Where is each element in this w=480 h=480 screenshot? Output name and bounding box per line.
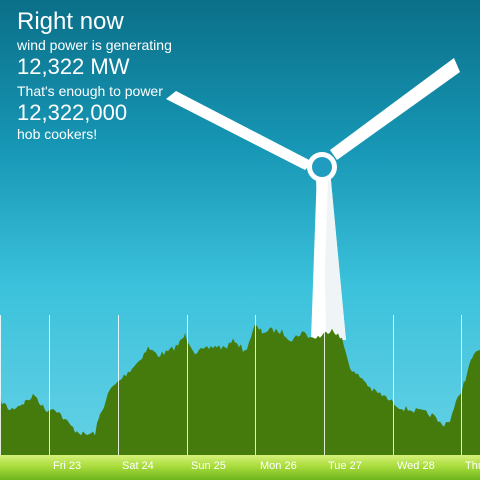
appliance-count: 12,322,000 <box>17 100 128 125</box>
turbine-blade-left <box>166 91 313 170</box>
day-label-tue: Tue 27 <box>328 460 362 472</box>
turbine-tower-shade <box>323 170 346 340</box>
day-label-thu: Thu <box>465 460 480 472</box>
ground-strip <box>0 455 480 480</box>
turbine-rotor <box>166 58 460 320</box>
turbine-blade-down <box>316 180 328 320</box>
day-label-sat: Sat 24 <box>122 460 154 472</box>
turbine-hub-inner <box>312 157 332 177</box>
day-label-mon: Mon 26 <box>260 460 297 472</box>
day-gridlines <box>0 315 462 458</box>
generation-value: 12,322 MW <box>17 54 130 79</box>
day-label-fri: Fri 23 <box>53 460 82 472</box>
generation-area-chart <box>0 315 480 458</box>
day-label-wed: Wed 28 <box>397 460 435 472</box>
headline: Right now <box>17 8 124 35</box>
appliance-name: hob cookers! <box>17 126 98 142</box>
equivalence-caption: That's enough to power <box>17 83 163 99</box>
turbine-blade-right <box>330 58 460 160</box>
wind-turbine-icon <box>311 170 346 340</box>
day-label-sun: Sun 25 <box>191 460 226 472</box>
generation-caption: wind power is generating <box>17 37 172 53</box>
generation-area <box>0 324 480 455</box>
